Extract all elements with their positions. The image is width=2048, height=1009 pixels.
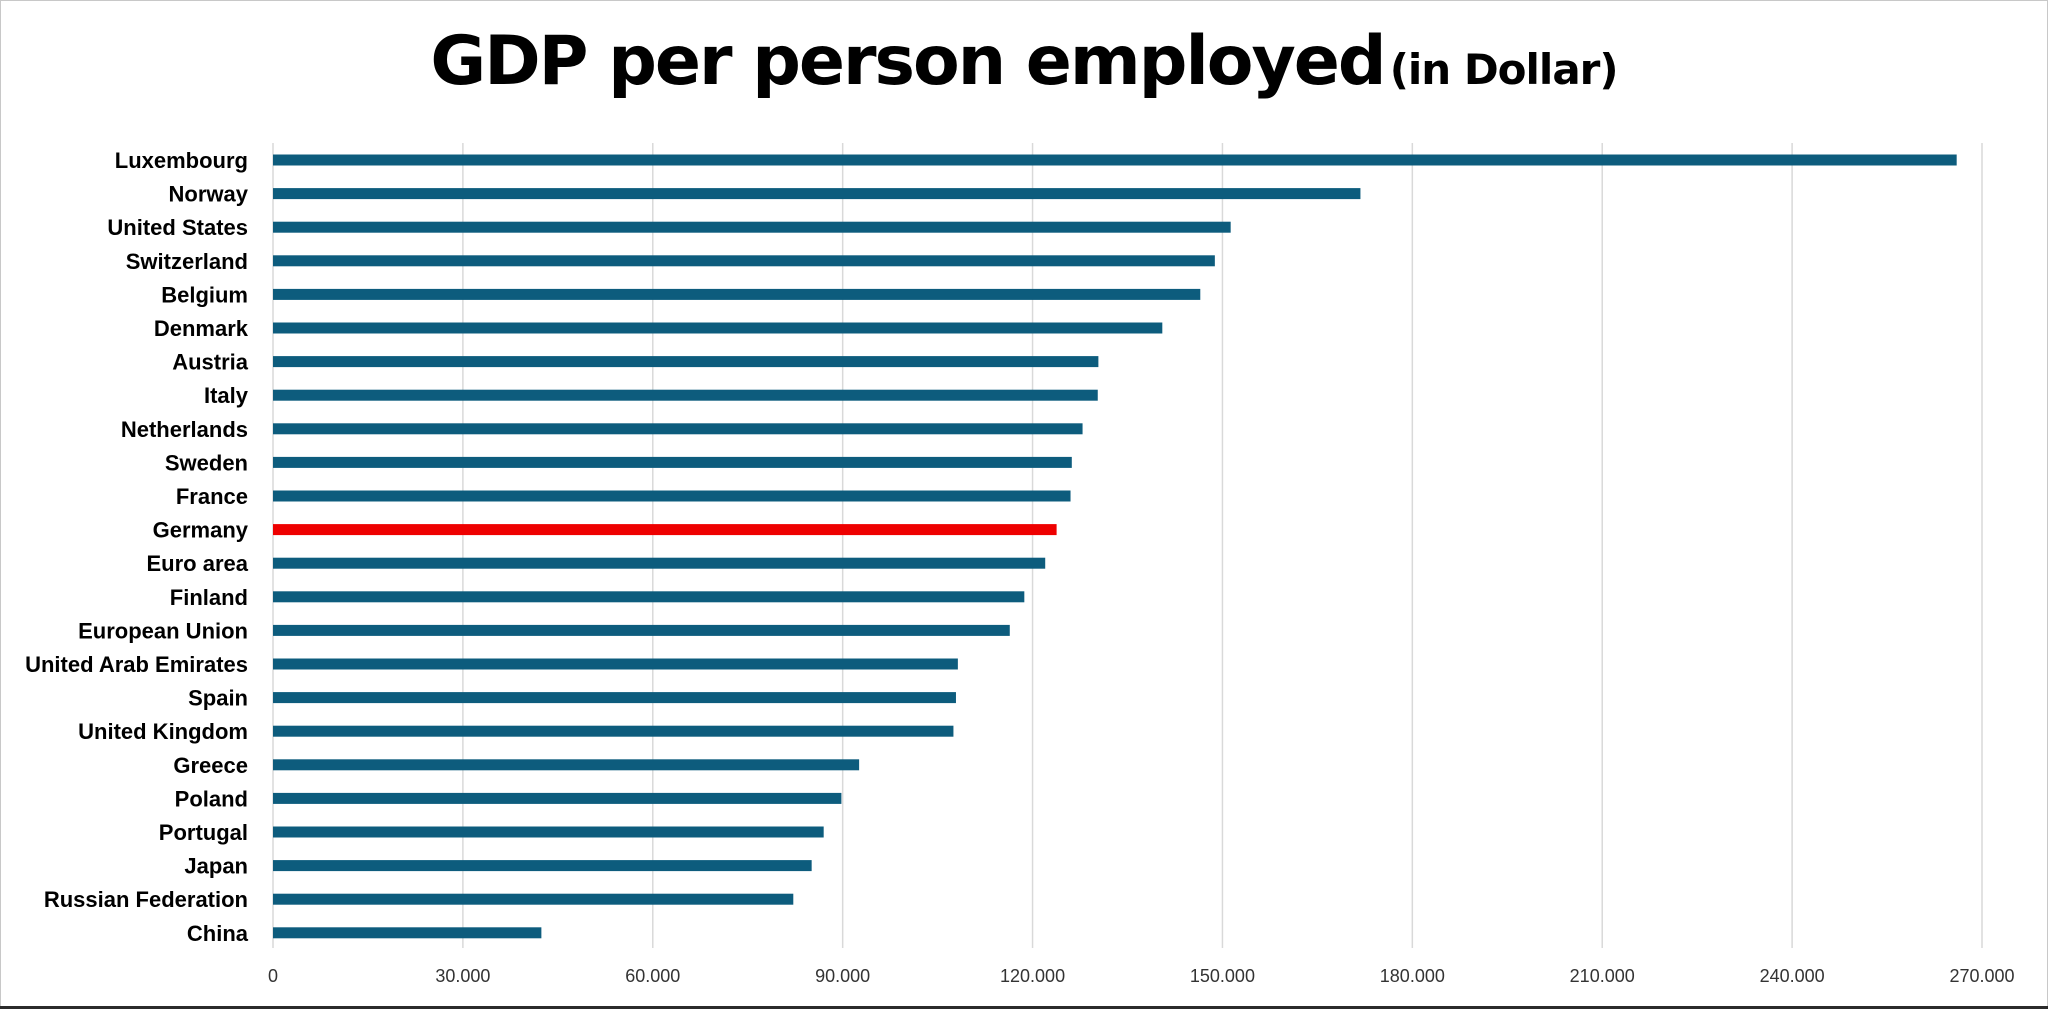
x-tick-label: 120.000 xyxy=(1000,966,1065,986)
bar xyxy=(273,792,842,804)
x-tick-label: 210.000 xyxy=(1570,966,1635,986)
bar xyxy=(273,826,824,838)
x-tick-label: 90.000 xyxy=(815,966,870,986)
category-label: United Arab Emirates xyxy=(25,652,248,677)
category-label: France xyxy=(176,484,248,509)
bar xyxy=(273,759,860,771)
category-label: Germany xyxy=(153,518,249,543)
category-label: Switzerland xyxy=(126,249,248,274)
bottom-border xyxy=(0,1006,2048,1009)
category-label: Poland xyxy=(175,786,248,811)
x-tick-label: 0 xyxy=(268,966,278,986)
category-label: Portugal xyxy=(159,820,248,845)
category-label: Euro area xyxy=(147,551,249,576)
category-label: Denmark xyxy=(154,316,249,341)
bar xyxy=(273,288,1201,300)
category-label: Italy xyxy=(204,383,249,408)
category-label: Norway xyxy=(169,182,249,207)
x-tick-label: 60.000 xyxy=(625,966,680,986)
bar xyxy=(273,389,1098,401)
bar xyxy=(273,456,1072,468)
category-label: United States xyxy=(107,215,248,240)
category-label: Netherlands xyxy=(121,417,248,442)
bar xyxy=(273,322,1163,334)
category-label: Sweden xyxy=(165,450,248,475)
category-label: Austria xyxy=(172,350,249,375)
x-tick-label: 270.000 xyxy=(1949,966,2014,986)
chart-title-block: GDP per person employed (in Dollar) xyxy=(0,22,2048,101)
x-tick-label: 30.000 xyxy=(435,966,490,986)
bar xyxy=(273,624,1010,636)
bar xyxy=(273,524,1057,536)
category-label: Greece xyxy=(173,753,248,778)
bar xyxy=(273,490,1071,502)
chart-title: GDP per person employed xyxy=(430,22,1386,101)
category-label: United Kingdom xyxy=(78,719,248,744)
bar xyxy=(273,255,1215,267)
bar xyxy=(273,188,1361,200)
bar xyxy=(273,893,794,905)
bar xyxy=(273,692,956,704)
bar xyxy=(273,356,1099,368)
bar xyxy=(273,860,812,872)
bar xyxy=(273,154,1957,166)
bar xyxy=(273,725,954,737)
bar xyxy=(273,221,1231,233)
category-label: European Union xyxy=(78,618,248,643)
bar xyxy=(273,927,542,939)
category-label: Spain xyxy=(188,686,248,711)
category-label: Belgium xyxy=(161,282,248,307)
bar xyxy=(273,423,1083,435)
category-label: Russian Federation xyxy=(44,887,248,912)
bar xyxy=(273,658,958,670)
category-label: Finland xyxy=(170,585,248,610)
x-tick-label: 240.000 xyxy=(1760,966,1825,986)
bar xyxy=(273,591,1025,603)
bar xyxy=(273,557,1046,569)
chart-subtitle: (in Dollar) xyxy=(1389,45,1619,94)
category-label: Luxembourg xyxy=(115,148,248,173)
x-tick-label: 150.000 xyxy=(1190,966,1255,986)
category-label: China xyxy=(187,921,249,946)
category-label: Japan xyxy=(184,854,248,879)
x-tick-label: 180.000 xyxy=(1380,966,1445,986)
